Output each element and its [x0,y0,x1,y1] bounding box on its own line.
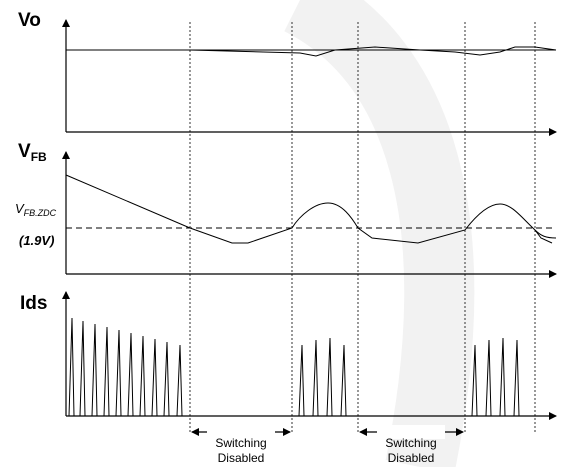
ids-pulse [79,320,86,417]
ids-pulse [298,344,305,417]
ids-pulse [68,317,75,417]
switching-disabled-annotation-2: Switching Disabled [359,425,464,465]
ids-pulse [139,335,146,417]
vo-waveform [66,46,557,57]
vfb-waveform-tail [534,229,557,239]
ids-pulse-burst-2 [298,337,347,417]
annotation-text-bg [207,425,275,439]
vfb-zdc-label: VFB.ZDC [15,201,57,218]
ids-pulse-burst-3 [471,337,520,417]
panel-vo: Vo [18,10,557,136]
ids-pulse [326,337,333,417]
vfb-label: VFB [18,141,47,164]
ids-pulse-burst-1 [68,317,183,417]
time-markers [189,22,536,432]
ids-pulse [115,329,122,417]
annotation-line2: Disabled [218,451,265,465]
ids-pulse [513,339,520,417]
ids-pulse [471,344,478,417]
vfb-waveform [65,174,553,244]
annotation-line1: Switching [215,436,266,450]
vo-label: Vo [18,10,41,31]
ids-label: Ids [20,293,47,314]
ids-pulse [127,332,134,417]
panel-ids: Ids [20,291,557,420]
ids-pulse [499,337,506,417]
vfb-zdc-value: (1.9V) [19,233,54,248]
annotation-line1: Switching [385,436,436,450]
ids-pulse [151,338,158,417]
annotation-line2: Disabled [388,451,435,465]
ids-pulse [340,344,347,417]
ids-pulse [163,341,170,417]
ids-pulse [176,344,183,417]
ids-pulse [91,323,98,417]
switching-disabled-annotation-1: Switching Disabled [191,425,291,465]
watermark-arc [283,0,475,467]
annotation-text-bg [377,425,445,439]
ids-pulse [485,339,492,417]
ids-pulse [312,339,319,417]
panel-vfb: VFB VFB.ZDC (1.9V) [15,141,557,278]
ids-pulse [103,326,110,417]
